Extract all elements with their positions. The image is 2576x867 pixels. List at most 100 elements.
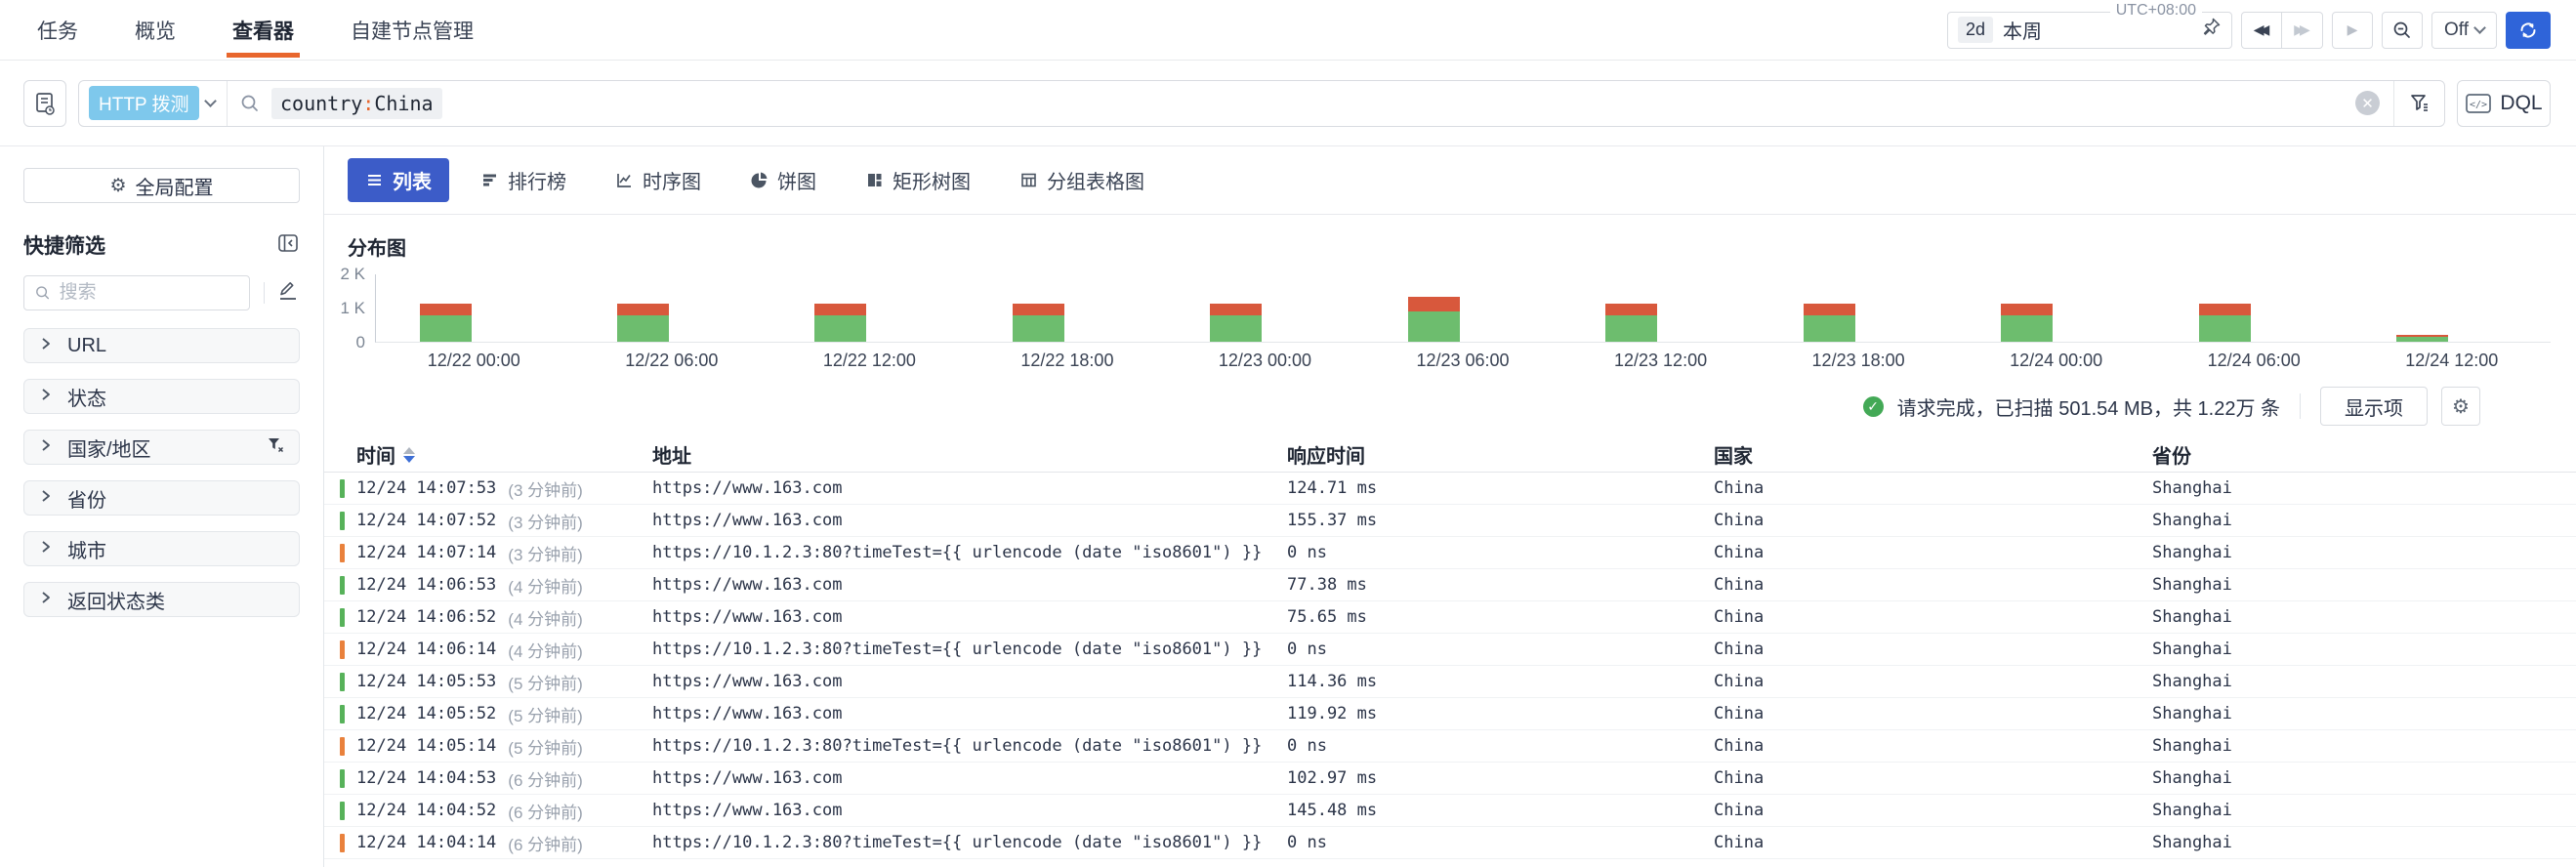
filter-panel-2[interactable]: 国家/地区 bbox=[23, 430, 300, 465]
clear-search-icon[interactable]: ✕ bbox=[2355, 91, 2380, 115]
row-country: China bbox=[1714, 736, 1765, 756]
sidebar-search-input[interactable] bbox=[59, 282, 239, 304]
status-bar-success bbox=[340, 575, 345, 595]
bar-group[interactable] bbox=[1803, 303, 1855, 342]
refresh-button[interactable] bbox=[2506, 11, 2551, 49]
x-tick-label: 12/23 06:00 bbox=[1416, 351, 1510, 370]
tab-排行榜[interactable]: 排行榜 bbox=[463, 158, 584, 202]
dql-button[interactable]: </> DQL bbox=[2457, 79, 2551, 127]
table-row[interactable]: 12/24 14:05:14 (5 分钟前) https://10.1.2.3:80… bbox=[324, 730, 2576, 763]
row-time-ago: (3 分钟前) bbox=[508, 545, 583, 564]
tab-列表[interactable]: 列表 bbox=[348, 158, 449, 202]
table-header: 时间 地址 响应时间 国家 省份 bbox=[324, 437, 2576, 473]
tab-矩形树图[interactable]: 矩形树图 bbox=[848, 158, 988, 202]
sidebar-search[interactable] bbox=[23, 275, 250, 310]
row-time: 12/24 14:07:14 bbox=[356, 543, 497, 562]
bar-group[interactable] bbox=[616, 304, 669, 342]
play-button[interactable]: ▶ bbox=[2332, 11, 2373, 49]
search-icon bbox=[241, 95, 258, 111]
bar-group[interactable] bbox=[2198, 303, 2251, 342]
grouped-table-icon bbox=[1019, 171, 1038, 189]
bar-group[interactable] bbox=[419, 304, 472, 342]
sort-icon[interactable] bbox=[403, 446, 415, 463]
table-row[interactable]: 12/24 14:06:53 (4 分钟前) https://www.163.com… bbox=[324, 569, 2576, 601]
table-row[interactable]: 12/24 14:06:52 (4 分钟前) https://www.163.com… bbox=[324, 601, 2576, 634]
col-time: 时间 bbox=[356, 446, 395, 468]
table-row[interactable]: 12/24 14:07:52 (3 分钟前) https://www.163.com… bbox=[324, 505, 2576, 537]
row-province: Shanghai bbox=[2152, 672, 2232, 691]
edit-filters-icon[interactable] bbox=[276, 279, 300, 308]
nav-item-2[interactable]: 查看器 bbox=[227, 0, 300, 61]
chart-plot bbox=[375, 274, 2551, 343]
status-bar-error bbox=[340, 543, 345, 562]
chevron-right-icon bbox=[38, 336, 54, 356]
nav-item-0[interactable]: 任务 bbox=[37, 20, 78, 43]
x-tick-label: 12/22 00:00 bbox=[427, 351, 520, 370]
bar-segment-error bbox=[2198, 303, 2251, 316]
table-row[interactable]: 12/24 14:05:53 (5 分钟前) https://www.163.com… bbox=[324, 666, 2576, 698]
row-country: China bbox=[1714, 833, 1765, 852]
tab-时序图[interactable]: 时序图 bbox=[598, 158, 719, 202]
bar-segment-success bbox=[1803, 315, 1855, 342]
bar-segment-success bbox=[2198, 315, 2251, 342]
nav-item-1[interactable]: 概览 bbox=[135, 20, 176, 43]
tab-label: 排行榜 bbox=[508, 172, 566, 193]
filter-panel-0[interactable]: URL bbox=[23, 328, 300, 363]
table-row[interactable]: 12/24 14:04:53 (6 分钟前) https://www.163.com… bbox=[324, 763, 2576, 795]
tab-分组表格图[interactable]: 分组表格图 bbox=[1002, 158, 1162, 202]
y-tick-label: 2 K bbox=[340, 265, 365, 283]
saved-views-button[interactable] bbox=[23, 79, 66, 127]
zoom-out-icon bbox=[2393, 21, 2410, 38]
query-filter-chip[interactable]: country:China bbox=[271, 87, 442, 119]
row-address: https://www.163.com bbox=[652, 478, 843, 498]
row-time: 12/24 14:06:53 bbox=[356, 575, 497, 595]
filter-panel-1[interactable]: 状态 bbox=[23, 379, 300, 414]
tab-label: 矩形树图 bbox=[893, 172, 971, 193]
filter-panel-3[interactable]: 省份 bbox=[23, 480, 300, 516]
bar-slot bbox=[1364, 274, 1561, 342]
pin-icon[interactable] bbox=[2200, 17, 2222, 43]
bar-segment-error bbox=[814, 304, 867, 316]
filter-button[interactable] bbox=[2393, 80, 2444, 126]
bar-group[interactable] bbox=[2001, 303, 2054, 342]
table-row[interactable]: 12/24 14:05:52 (5 分钟前) https://www.163.com… bbox=[324, 698, 2576, 730]
row-response-time: 124.71 ms bbox=[1287, 478, 1378, 498]
table-row[interactable]: 12/24 14:04:52 (6 分钟前) https://www.163.com… bbox=[324, 795, 2576, 827]
nav-item-3[interactable]: 自建节点管理 bbox=[351, 20, 474, 43]
filter-panel-5[interactable]: 返回状态类 bbox=[23, 582, 300, 617]
table-body: 12/24 14:07:53 (3 分钟前) https://www.163.com… bbox=[324, 473, 2576, 859]
bar-group[interactable] bbox=[1605, 304, 1658, 342]
rewind-icon: ◀◀ bbox=[2253, 21, 2269, 37]
row-response-time: 0 ns bbox=[1287, 833, 1327, 852]
bar-group[interactable] bbox=[1407, 297, 1460, 342]
col-province: 省份 bbox=[2152, 446, 2191, 468]
bar-group[interactable] bbox=[1210, 303, 1263, 342]
table-settings-button[interactable]: ⚙ bbox=[2441, 387, 2480, 426]
tab-饼图[interactable]: 饼图 bbox=[732, 158, 834, 202]
table-row[interactable]: 12/24 14:07:14 (3 分钟前) https://10.1.2.3:80… bbox=[324, 537, 2576, 569]
active-filter-icon[interactable] bbox=[266, 435, 285, 460]
bar-group[interactable] bbox=[1012, 304, 1064, 342]
rewind-button[interactable]: ◀◀ bbox=[2241, 11, 2282, 49]
row-time: 12/24 14:05:53 bbox=[356, 672, 497, 691]
display-items-button[interactable]: 显示项 bbox=[2320, 387, 2428, 426]
bar-segment-error bbox=[616, 304, 669, 316]
fast-forward-button[interactable]: ▶▶ bbox=[2282, 11, 2323, 49]
filter-panel-4[interactable]: 城市 bbox=[23, 531, 300, 566]
bar-group[interactable] bbox=[814, 304, 867, 342]
row-address: https://10.1.2.3:80?timeTest={{ urlencod… bbox=[652, 736, 1263, 756]
time-range-picker[interactable]: UTC+08:00 2d 本周 bbox=[1947, 1, 2232, 49]
row-province: Shanghai bbox=[2152, 511, 2232, 530]
table-row[interactable]: 12/24 14:06:14 (4 分钟前) https://10.1.2.3:80… bbox=[324, 634, 2576, 666]
bar-group[interactable] bbox=[2396, 335, 2449, 342]
global-config-button[interactable]: ⚙ 全局配置 bbox=[23, 168, 300, 203]
content: 列表 排行榜 时序图 饼图 矩形树图 分组表格图 分布图 0 1 K 2 K 12/22 00… bbox=[324, 146, 2576, 867]
auto-refresh-select[interactable]: Off bbox=[2431, 11, 2497, 49]
table-row[interactable]: 12/24 14:04:14 (6 分钟前) https://10.1.2.3:80… bbox=[324, 827, 2576, 859]
search-input[interactable]: country:China bbox=[228, 87, 2355, 119]
collapse-sidebar-icon[interactable] bbox=[276, 231, 300, 260]
table-row[interactable]: 12/24 14:07:53 (3 分钟前) https://www.163.com… bbox=[324, 473, 2576, 505]
datasource-select[interactable]: HTTP 拨测 bbox=[79, 80, 228, 126]
zoom-out-button[interactable] bbox=[2382, 11, 2423, 49]
